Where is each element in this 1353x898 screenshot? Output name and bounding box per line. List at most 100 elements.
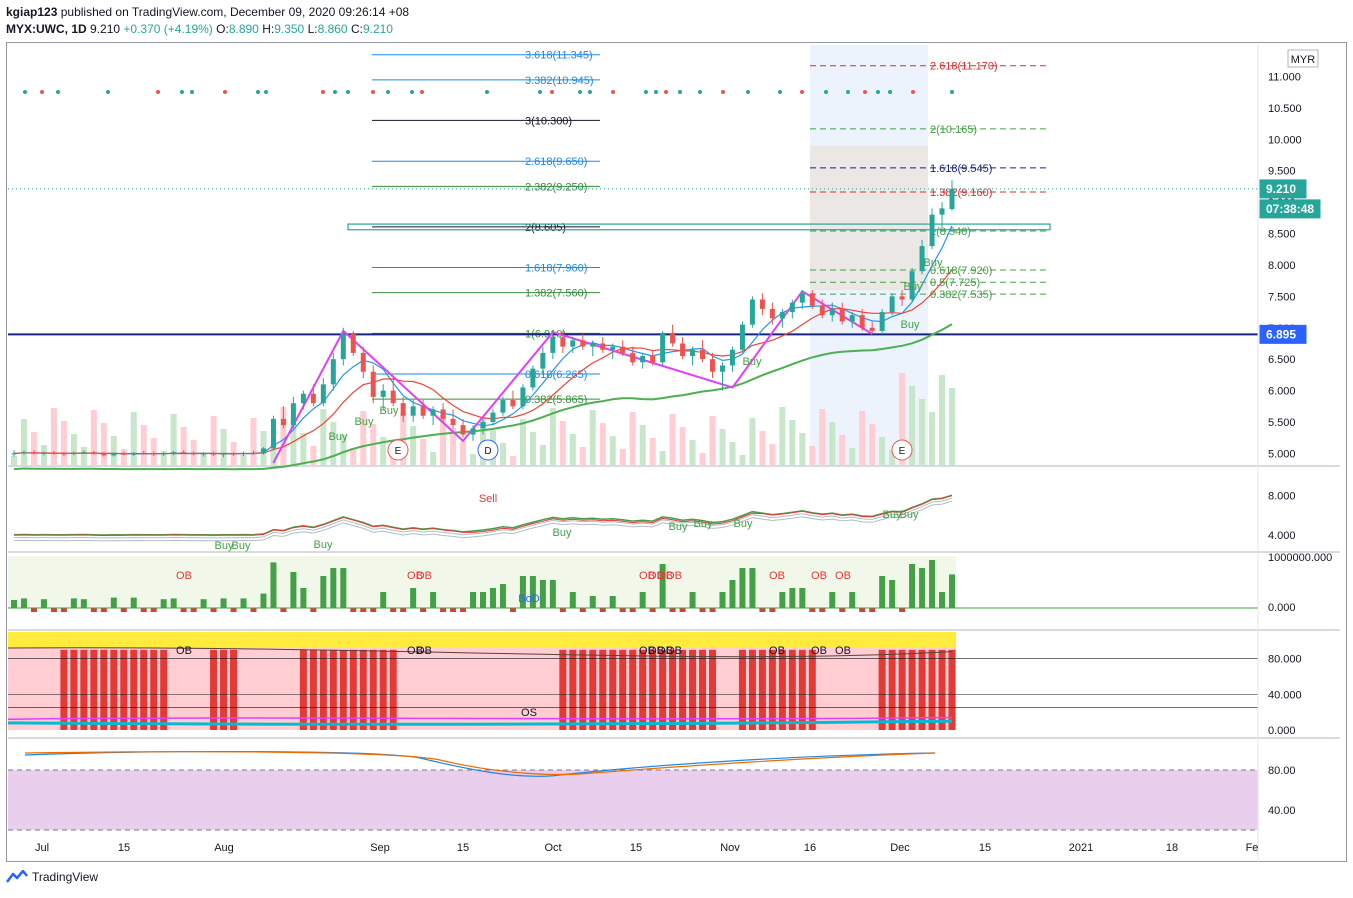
candle-body — [241, 452, 247, 455]
volume-histogram-bar — [250, 608, 257, 612]
candle-body — [181, 452, 187, 454]
volume-bar — [649, 438, 656, 466]
candle-body — [510, 400, 516, 407]
candle-body — [849, 315, 855, 322]
histogram-bar — [130, 649, 138, 730]
publisher-name[interactable]: kgiap123 — [6, 5, 58, 19]
histogram-bar — [220, 649, 228, 730]
time-tick-label: 16 — [804, 842, 816, 854]
histogram-bar — [679, 649, 687, 730]
overbought-label: OB — [407, 645, 423, 657]
volume-bar — [240, 455, 247, 466]
volume-bar — [879, 437, 886, 466]
volume-histogram-bar — [90, 608, 97, 612]
overbought-label: OB — [657, 645, 673, 657]
signal-dot — [800, 90, 804, 94]
histogram-bar — [888, 649, 896, 730]
volume-bar — [350, 448, 357, 466]
volume-bar — [639, 425, 646, 466]
candle-body — [101, 453, 107, 456]
volume-bar — [430, 452, 437, 466]
volume-histogram-bar — [420, 608, 427, 612]
volume-bar — [729, 442, 736, 466]
volume-histogram-bar — [589, 596, 596, 608]
histogram-bar — [349, 649, 357, 730]
volume-histogram-bar — [30, 608, 37, 612]
volume-bar — [869, 424, 876, 466]
volume-bar — [499, 443, 506, 466]
fib-level-label: 2(8.605) — [525, 222, 566, 234]
candle-body — [171, 452, 177, 454]
volume-histogram-bar — [929, 560, 936, 608]
oscillator-band — [13, 497, 953, 539]
volume-bar — [629, 412, 636, 466]
signal-dot — [578, 90, 582, 94]
volume-histogram-bar — [310, 608, 317, 612]
overbought-label: OB — [811, 645, 827, 657]
price-change: +0.370 (+4.19%) — [123, 22, 213, 36]
histogram-bar — [748, 649, 756, 730]
fib-level-label: 1.618(9.545) — [930, 163, 992, 175]
candle-body — [61, 453, 67, 455]
fib-level-label: 0.5(7.725) — [930, 277, 980, 289]
overbought-label: OB — [639, 570, 655, 582]
signal-dot — [321, 90, 325, 94]
volume-bar — [40, 445, 47, 466]
histogram-bar — [649, 649, 657, 730]
timer-badge: 07:38:48 — [1266, 202, 1314, 216]
candle-body — [360, 352, 366, 372]
open-label: O: — [216, 22, 229, 36]
candle-body — [739, 324, 745, 350]
volume-bar — [549, 408, 556, 466]
timer-badge-bg — [1259, 199, 1321, 219]
candle-body — [41, 452, 47, 454]
currency-badge-bg — [1287, 49, 1319, 68]
candle-body — [161, 453, 167, 455]
volume-bar — [929, 412, 936, 466]
sell-signal-label: Sell — [479, 493, 497, 505]
time-tick-label: 15 — [118, 842, 130, 854]
tradingview-logo[interactable]: TradingView — [6, 870, 98, 884]
oscillator-tick-label: 8.000 — [1268, 491, 1296, 503]
overbought-label: OB — [176, 570, 192, 582]
candle-body — [121, 453, 127, 455]
histogram-bar — [339, 649, 347, 730]
histogram-bar — [379, 649, 387, 730]
histogram-bar — [120, 649, 128, 730]
volume-bar — [180, 427, 187, 466]
volume-tick-label: 1000000.000 — [1268, 552, 1332, 564]
candle-body — [909, 271, 915, 300]
candle-body — [231, 453, 237, 455]
close-value: 9.210 — [362, 22, 393, 36]
candle-body — [370, 371, 376, 397]
volume-histogram-bar — [70, 598, 77, 608]
candle-body — [250, 452, 256, 454]
volume-histogram-bar — [200, 599, 207, 608]
candle-body — [191, 452, 197, 455]
volume-histogram-bar — [709, 608, 716, 612]
volume-bar — [659, 451, 666, 466]
volume-bar — [809, 446, 816, 466]
histogram-bar — [928, 649, 936, 730]
histogram-bar — [160, 649, 168, 730]
overbought-label: OB — [416, 570, 432, 582]
histogram-bar — [758, 649, 766, 730]
volume-bar — [100, 423, 107, 466]
volume-bar — [749, 418, 756, 466]
signal-dot — [156, 90, 160, 94]
volume-histogram-bar — [240, 598, 247, 608]
buy-signal-label: Buy — [694, 518, 713, 530]
candle-body — [51, 452, 57, 454]
volume-bar — [320, 409, 327, 466]
volume-bar — [300, 433, 307, 466]
candle-body — [280, 418, 286, 426]
volume-histogram-bar — [779, 592, 786, 608]
candle-body — [211, 453, 217, 455]
signal-dot — [778, 90, 782, 94]
signal-dot — [863, 90, 867, 94]
volume-bar — [819, 409, 826, 466]
volume-histogram-bar — [460, 608, 467, 612]
overbought-label: OB — [639, 645, 655, 657]
buy-signal-label: Buy — [924, 257, 943, 269]
